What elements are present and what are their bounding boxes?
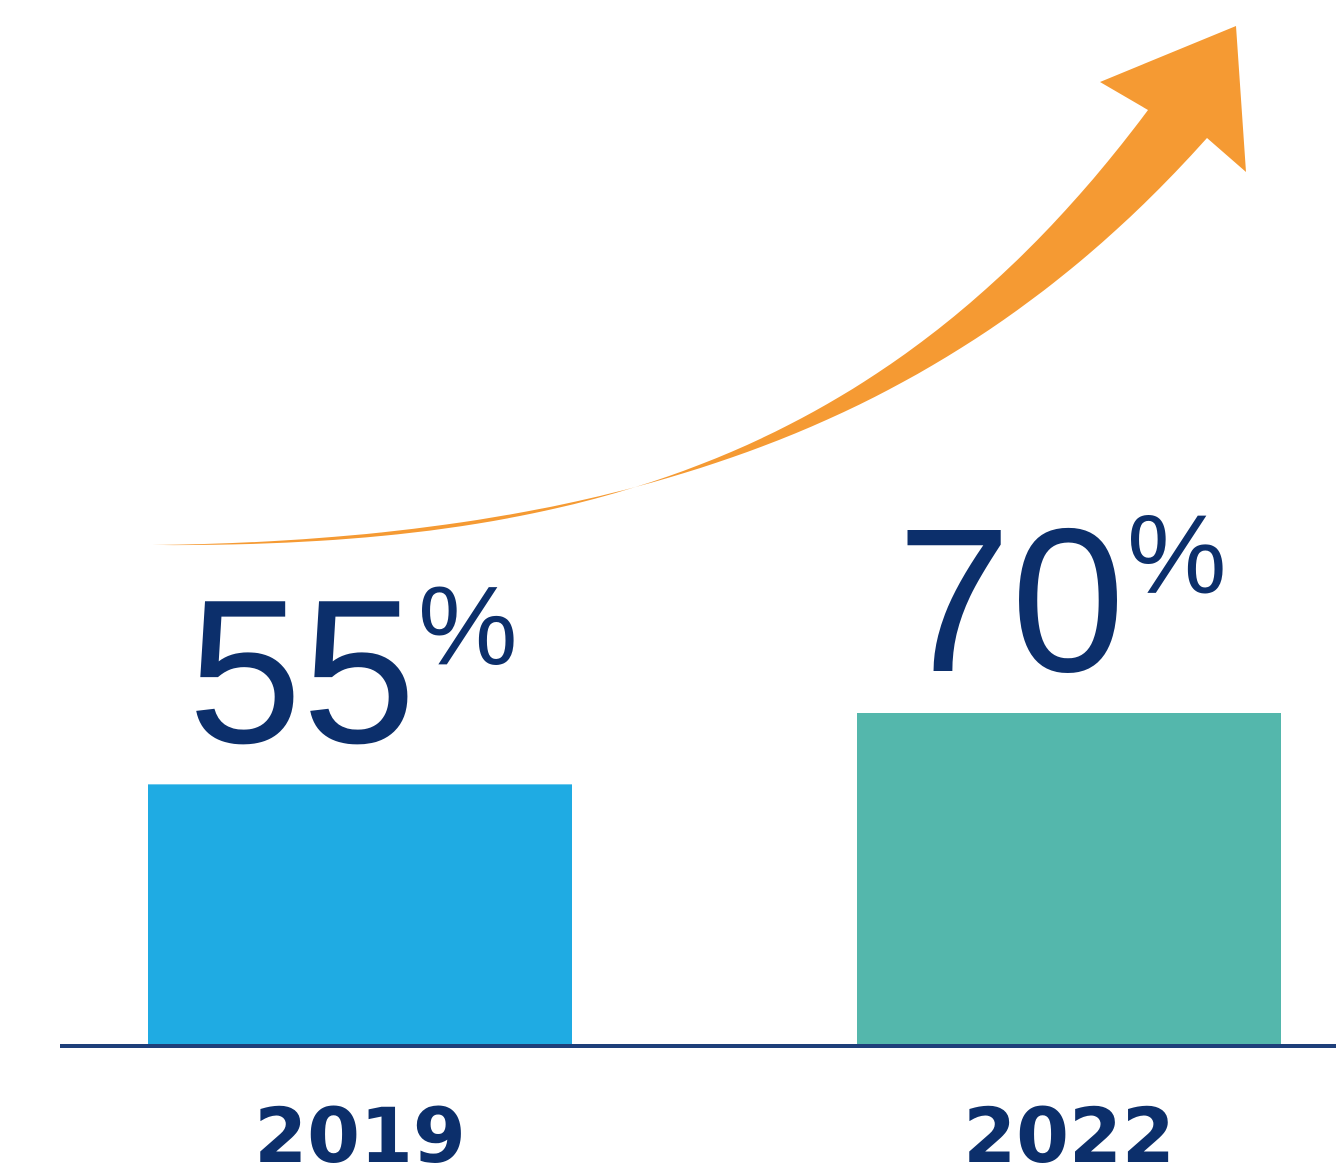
- tick-labels-layer: 2019 2022: [254, 1091, 1175, 1169]
- bar-2022: [857, 713, 1281, 1046]
- value-label-2019: 55%: [188, 557, 518, 786]
- bar-2019: [148, 784, 572, 1046]
- value-percent-sign: %: [1127, 492, 1227, 617]
- value-labels-layer: 55% 70%: [188, 486, 1227, 786]
- value-label-2022: 70%: [897, 486, 1227, 715]
- growth-arrow-icon: [152, 26, 1246, 546]
- value-number: 70: [897, 486, 1125, 715]
- value-number: 55: [188, 557, 416, 786]
- value-percent-sign: %: [418, 563, 518, 688]
- bars-layer: [148, 713, 1281, 1046]
- tick-label-2019: 2019: [254, 1091, 466, 1169]
- tick-label-2022: 2022: [963, 1091, 1175, 1169]
